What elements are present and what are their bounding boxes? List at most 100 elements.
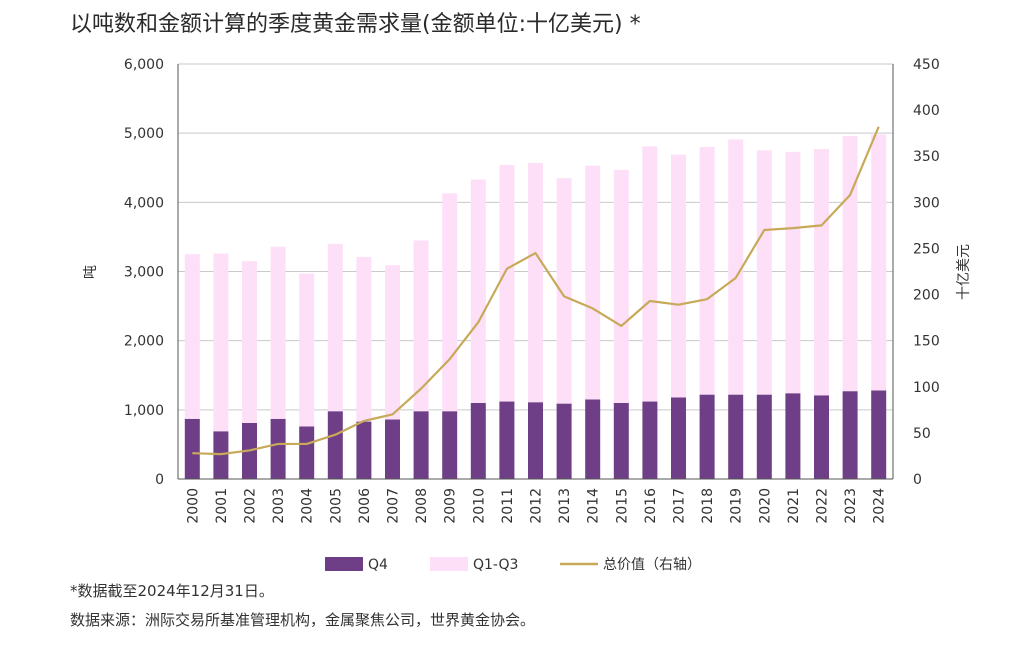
- y-right-tick-label: 400: [913, 103, 940, 119]
- bar-q4: [671, 397, 686, 479]
- x-tick-label: 2016: [643, 488, 659, 524]
- bar-q4: [785, 393, 801, 479]
- y-right-tick-label: 250: [913, 241, 940, 257]
- bar-q4: [585, 399, 601, 479]
- bar-q4: [327, 411, 343, 479]
- bar-q1-q3: [871, 134, 887, 391]
- line-total-value: [192, 126, 880, 456]
- value-line: [192, 126, 880, 456]
- bar-q1-q3: [242, 261, 257, 423]
- bar-q1-q3: [671, 154, 686, 398]
- y-left-tick-label: 1,000: [124, 403, 164, 419]
- x-tick-label: 2005: [328, 488, 344, 524]
- legend-label-line: 总价值（右轴）: [603, 557, 701, 573]
- y-left-tick-label: 6,000: [124, 57, 164, 73]
- y-axis-left-label: 吨: [83, 265, 99, 279]
- bar-q4: [871, 390, 887, 479]
- bar-q1-q3: [385, 265, 400, 420]
- footnote: *数据截至2024年12月31日。: [70, 582, 274, 600]
- legend-label-q1-q3: Q1-Q3: [473, 557, 518, 573]
- source-note: 数据来源：洲际交易所基准管理机构，金属聚焦公司，世界黄金协会。: [70, 611, 536, 629]
- x-tick-label: 2015: [614, 488, 630, 524]
- x-tick-label: 2024: [872, 488, 888, 524]
- x-tick-label: 2021: [786, 488, 802, 524]
- x-tick-label: 2013: [557, 488, 573, 524]
- legend-swatch-q4: [325, 557, 363, 571]
- bar-q1-q3: [642, 146, 658, 402]
- y-right-tick-label: 50: [913, 426, 931, 442]
- y-left-tick-label: 0: [155, 472, 164, 488]
- bar-q1-q3: [499, 164, 515, 402]
- x-tick-label: 2008: [414, 488, 430, 524]
- bar-q4: [270, 418, 286, 479]
- legend-label-q4: Q4: [368, 557, 388, 573]
- y-right-tick-label: 0: [913, 472, 922, 488]
- y-left-tick-label: 2,000: [124, 334, 164, 350]
- bar-q4: [814, 395, 829, 479]
- bar-q1-q3: [556, 178, 572, 404]
- x-tick-label: 2007: [386, 488, 402, 524]
- chart-title: 以吨数和金额计算的季度黄金需求量(金额单位:十亿美元) *: [70, 12, 641, 37]
- bar-q4: [385, 419, 400, 479]
- x-tick-label: 2010: [471, 488, 487, 524]
- x-tick-label: 2014: [586, 488, 602, 524]
- x-tick-label: 2001: [214, 488, 230, 524]
- chart-canvas: 0 1,000 2,000 3,000 4,000 5,000 6,000 0 50 100 150…: [83, 57, 972, 573]
- bar-q1-q3: [699, 147, 715, 395]
- bar-q1-q3: [356, 256, 372, 422]
- legend: Q4 Q1-Q3 总价值（右轴）: [325, 557, 701, 573]
- x-tick-label: 2020: [757, 488, 773, 524]
- bar-q1-q3: [814, 149, 829, 396]
- bar-q1-q3: [184, 254, 200, 419]
- axes: 0 1,000 2,000 3,000 4,000 5,000 6,000 0 50 100 150…: [124, 57, 940, 524]
- bar-q4: [613, 402, 629, 479]
- bar-q1-q3: [756, 150, 772, 395]
- y-left-tick-label: 5,000: [124, 126, 164, 142]
- y-right-tick-label: 350: [913, 149, 940, 165]
- bar-q4: [470, 402, 486, 479]
- bars: [184, 134, 887, 479]
- bar-q4: [642, 401, 658, 479]
- bar-q1-q3: [613, 169, 629, 403]
- x-tick-label: 2017: [672, 488, 688, 524]
- y-axis-right-label: 十亿美元: [956, 244, 972, 300]
- legend-swatch-q1-q3: [430, 557, 468, 571]
- bar-q4: [528, 402, 543, 479]
- x-tick-label: 2019: [729, 488, 745, 524]
- y-right-tick-label: 450: [913, 57, 940, 73]
- bar-q4: [842, 391, 858, 479]
- x-tick-label: 2009: [443, 488, 459, 524]
- bar-q4: [699, 394, 715, 479]
- bar-q1-q3: [842, 135, 858, 392]
- bar-q1-q3: [299, 273, 315, 427]
- y-right-tick-label: 100: [913, 380, 940, 396]
- bar-q4: [299, 426, 315, 479]
- y-right-tick-label: 300: [913, 195, 940, 211]
- bar-q1-q3: [270, 246, 286, 419]
- bar-q4: [756, 394, 772, 479]
- bar-q1-q3: [442, 193, 458, 412]
- x-tick-label: 2022: [815, 488, 831, 524]
- bar-q4: [356, 421, 372, 479]
- bar-q1-q3: [327, 243, 343, 412]
- x-tick-label: 2002: [243, 488, 259, 524]
- x-tick-label: 2011: [500, 488, 516, 524]
- y-left-tick-label: 3,000: [124, 265, 164, 281]
- bar-q1-q3: [470, 179, 486, 403]
- x-tick-label: 2006: [357, 488, 373, 524]
- bar-q4: [413, 411, 429, 479]
- bar-q4: [728, 394, 744, 479]
- bar-q1-q3: [585, 165, 601, 400]
- x-tick-label: 2004: [300, 488, 316, 524]
- x-tick-label: 2018: [700, 488, 716, 524]
- y-right-tick-label: 200: [913, 288, 940, 304]
- bar-q4: [184, 418, 200, 479]
- bar-q4: [499, 401, 515, 479]
- x-tick-label: 2000: [185, 488, 201, 524]
- x-tick-label: 2012: [529, 488, 545, 524]
- bar-q4: [442, 411, 458, 479]
- y-right-tick-label: 150: [913, 334, 940, 350]
- y-left-tick-label: 4,000: [124, 195, 164, 211]
- x-tick-label: 2003: [271, 488, 287, 524]
- bar-q1-q3: [213, 253, 229, 432]
